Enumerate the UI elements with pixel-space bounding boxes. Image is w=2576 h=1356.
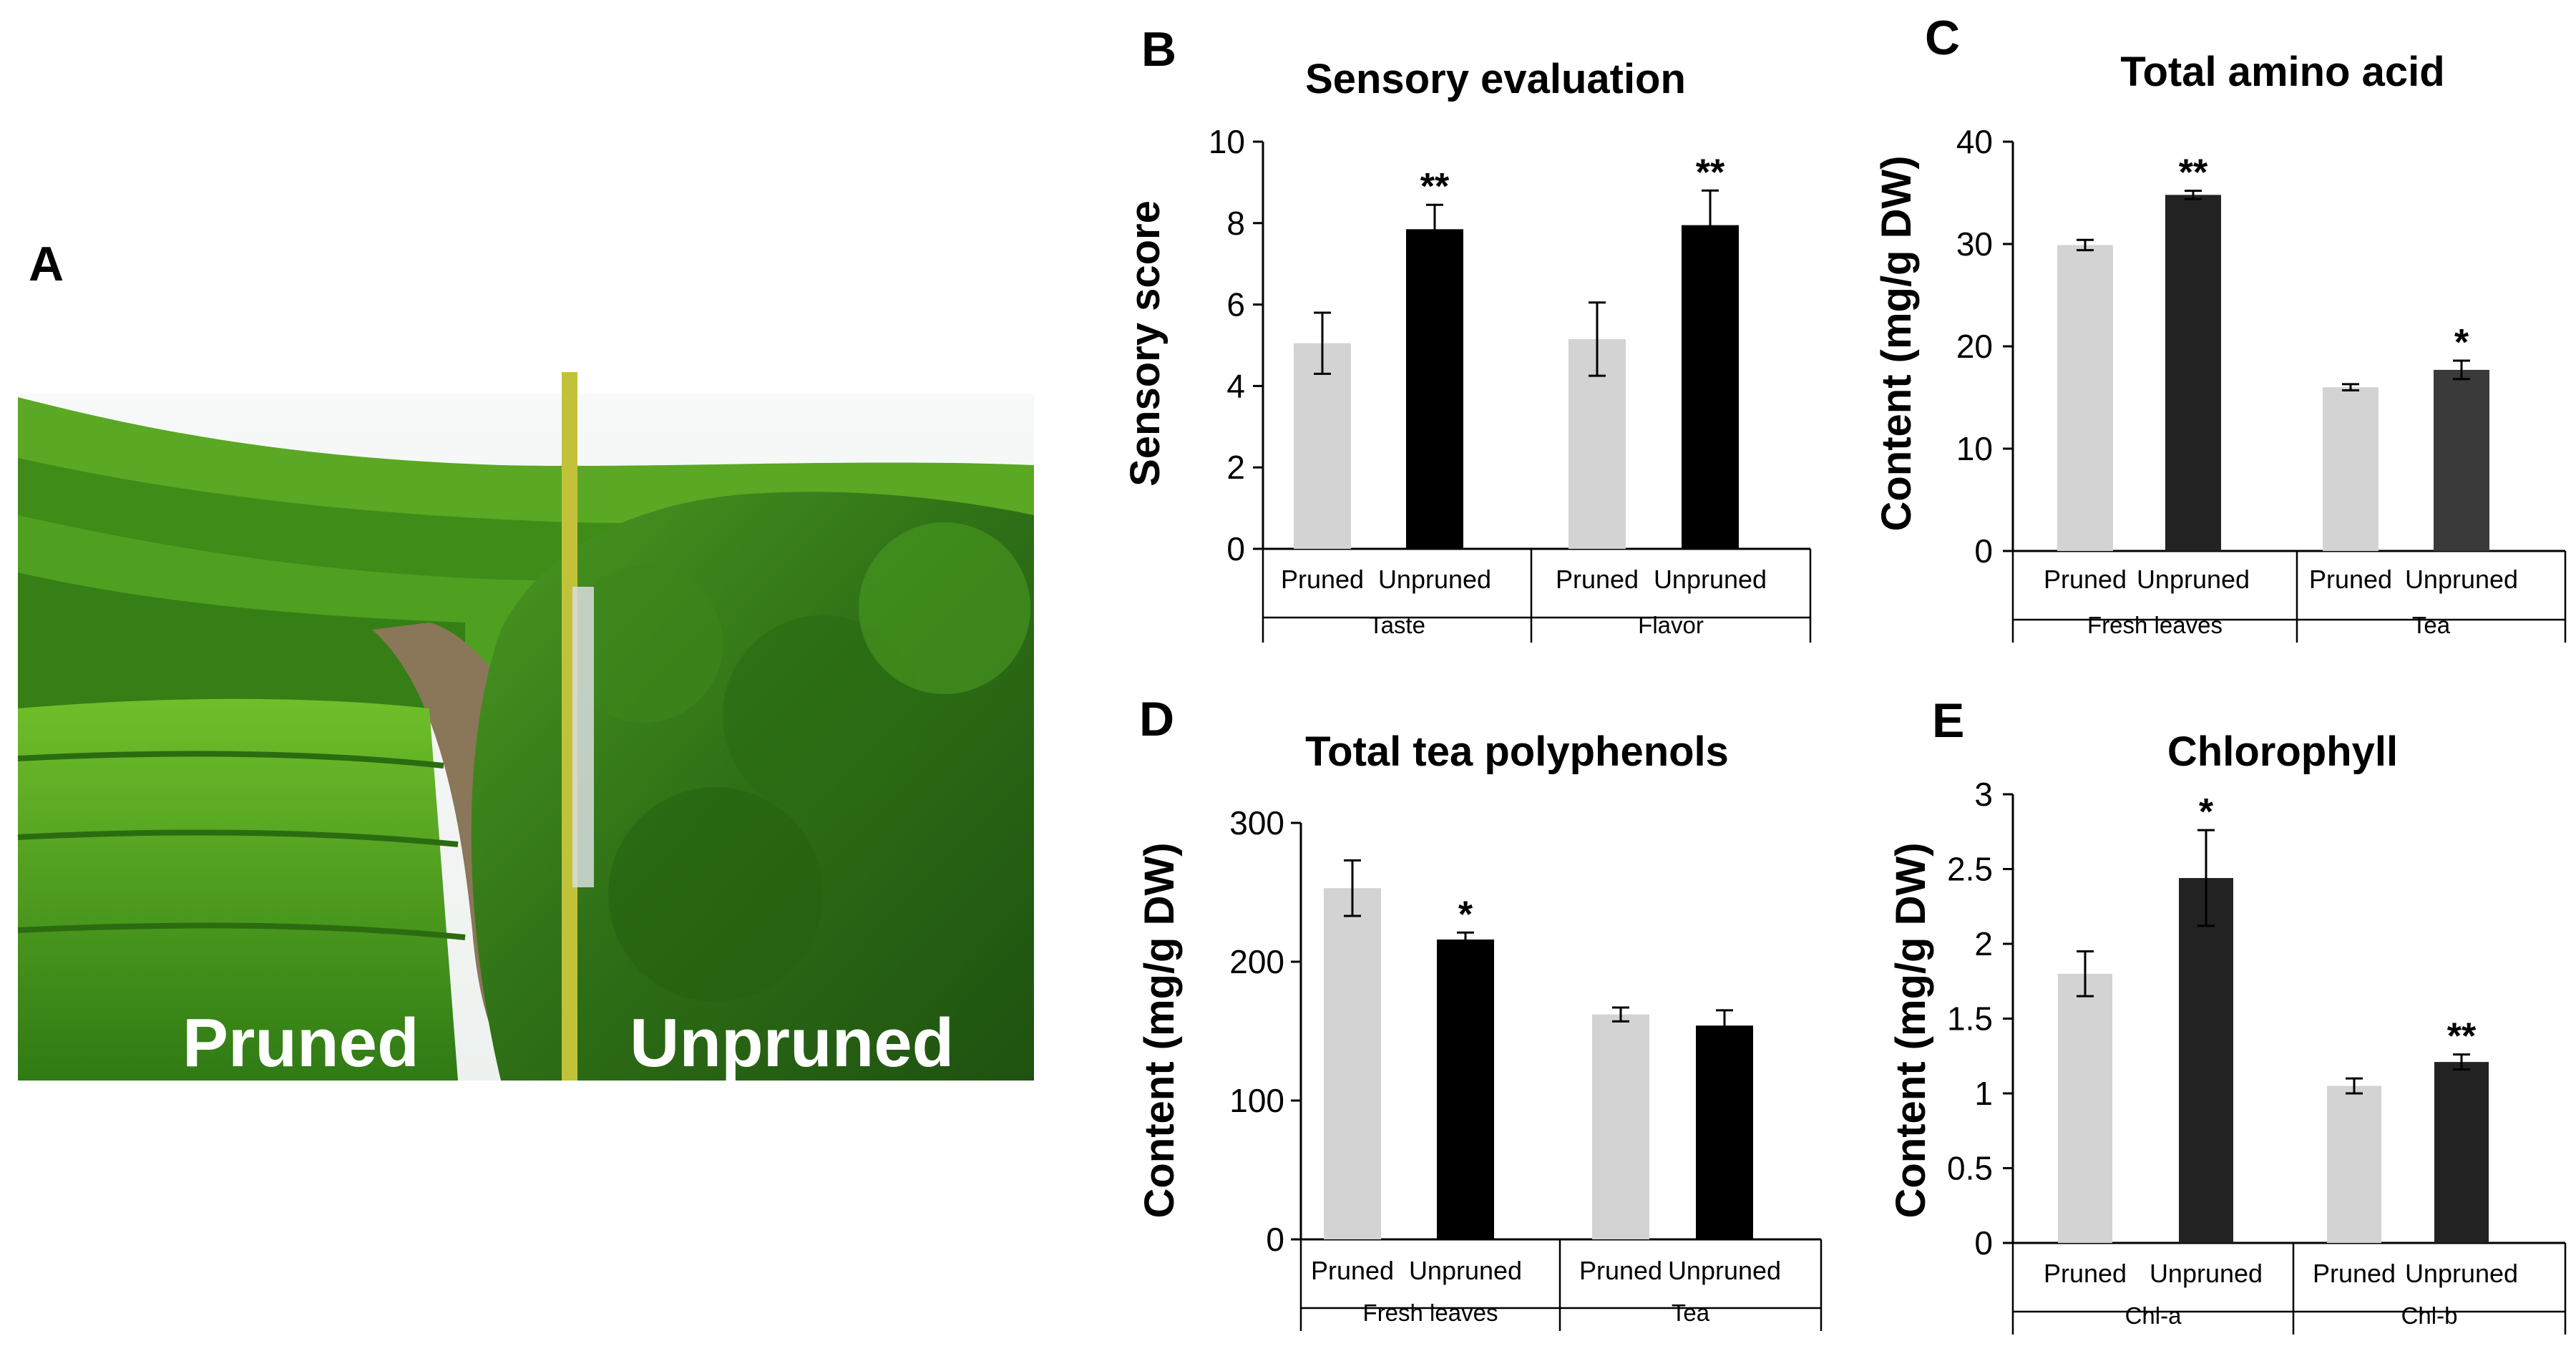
x-tick-label: Pruned bbox=[1579, 1256, 1662, 1285]
y-tick-label: 0 bbox=[1974, 1224, 1993, 1262]
y-axis-label: Content (mg/g DW) bbox=[1873, 155, 1920, 531]
y-tick-label: 0 bbox=[1266, 1221, 1284, 1258]
group-label: Taste bbox=[1369, 612, 1425, 638]
x-tick-label: Pruned bbox=[1311, 1256, 1394, 1285]
chart-d: D Total tea polyphenols Content (mg/g DW) 0… bbox=[1136, 692, 1823, 1331]
bar bbox=[1682, 225, 1739, 549]
chart-b: B Sensory evaluation Sensory score 0 2 4 6 8 10 T… bbox=[1122, 22, 1812, 643]
photo-label-unpruned: Unpruned bbox=[630, 1005, 954, 1081]
y-tick-label: 2 bbox=[1974, 925, 1993, 962]
y-tick-label: 10 bbox=[1956, 430, 1993, 467]
y-tick-label: 0 bbox=[1226, 530, 1245, 567]
panel-letter-b: B bbox=[1141, 22, 1176, 77]
group-label: Flavor bbox=[1638, 612, 1704, 638]
x-tick-label: Pruned bbox=[2313, 1259, 2396, 1288]
bar bbox=[2434, 369, 2489, 551]
bar bbox=[2165, 195, 2221, 551]
y-tick-label: 200 bbox=[1229, 943, 1284, 980]
bar bbox=[2434, 1062, 2489, 1243]
group-label: Tea bbox=[2412, 612, 2451, 638]
y-tick-label: 0.5 bbox=[1947, 1150, 1993, 1187]
chart-title: Sensory evaluation bbox=[1305, 56, 1686, 102]
y-tick-label: 8 bbox=[1226, 205, 1245, 242]
y-axis-label: Content (mg/g DW) bbox=[1136, 842, 1183, 1218]
bar bbox=[2179, 878, 2233, 1243]
y-tick-label: 100 bbox=[1229, 1082, 1284, 1119]
panel-a: A Pruned Unpruned bbox=[17, 237, 1034, 1081]
x-tick-label: Unpruned bbox=[1654, 565, 1767, 594]
bar bbox=[1406, 229, 1463, 549]
chart-title: Chlorophyll bbox=[2167, 728, 2398, 775]
chart-title: Total tea polyphenols bbox=[1305, 728, 1729, 775]
significance-marker: * bbox=[1458, 894, 1473, 935]
y-tick-label: 10 bbox=[1209, 123, 1245, 160]
x-tick-label: Unpruned bbox=[2405, 1259, 2518, 1288]
panel-letter-d: D bbox=[1139, 692, 1174, 746]
y-axis-label: Content (mg/g DW) bbox=[1888, 842, 1934, 1218]
x-tick-label: Unpruned bbox=[2405, 565, 2518, 594]
group-label: Fresh leaves bbox=[2087, 612, 2223, 638]
bar bbox=[1696, 1025, 1753, 1239]
photo-label-pruned: Pruned bbox=[182, 1005, 419, 1081]
bar bbox=[2327, 1086, 2381, 1243]
bar bbox=[2323, 387, 2379, 551]
chart-e: E Chlorophyll Content (mg/g DW) 0 0.5 1 1.5 2 2.… bbox=[1888, 693, 2567, 1335]
significance-marker: * bbox=[2454, 322, 2469, 364]
bar bbox=[1324, 888, 1381, 1239]
bar bbox=[1437, 939, 1494, 1239]
y-axis-label: Sensory score bbox=[1122, 200, 1169, 487]
significance-marker: ** bbox=[2179, 152, 2208, 194]
significance-marker: ** bbox=[1420, 166, 1450, 208]
x-tick-label: Unpruned bbox=[1668, 1256, 1781, 1285]
group-label: Fresh leaves bbox=[1363, 1299, 1498, 1326]
y-tick-label: 20 bbox=[1956, 328, 1993, 365]
group-label: Tea bbox=[1672, 1299, 1710, 1326]
y-tick-label: 3 bbox=[1974, 776, 1993, 813]
bar bbox=[2057, 245, 2113, 551]
chart-title: Total amino acid bbox=[2120, 49, 2444, 95]
x-tick-label: Unpruned bbox=[1409, 1256, 1522, 1285]
x-tick-label: Unpruned bbox=[2150, 1259, 2263, 1288]
y-tick-label: 1.5 bbox=[1947, 1000, 1993, 1038]
y-tick-label: 6 bbox=[1226, 286, 1245, 323]
panel-letter-a: A bbox=[29, 237, 64, 291]
panel-letter-c: C bbox=[1925, 11, 1960, 65]
significance-marker: * bbox=[2199, 791, 2214, 833]
significance-marker: ** bbox=[1696, 152, 1725, 193]
field-photo bbox=[17, 372, 1034, 1081]
group-label: Chl-b bbox=[2401, 1302, 2458, 1329]
x-tick-label: Pruned bbox=[1281, 565, 1364, 594]
bar bbox=[2058, 973, 2112, 1243]
x-tick-label: Unpruned bbox=[2137, 565, 2250, 594]
bar bbox=[1294, 343, 1351, 549]
x-tick-label: Pruned bbox=[2044, 1259, 2127, 1288]
y-tick-label: 4 bbox=[1226, 367, 1245, 404]
y-tick-label: 40 bbox=[1956, 123, 1993, 160]
y-tick-label: 2.5 bbox=[1947, 851, 1993, 888]
y-tick-label: 30 bbox=[1956, 225, 1993, 263]
group-label: Chl-a bbox=[2125, 1302, 2182, 1329]
x-tick-label: Pruned bbox=[2309, 565, 2392, 594]
x-tick-label: Unpruned bbox=[1378, 565, 1491, 594]
y-tick-label: 1 bbox=[1974, 1075, 1993, 1112]
y-tick-label: 2 bbox=[1226, 449, 1245, 486]
chart-c: C Total amino acid Content (mg/g DW) 0 10 20 3… bbox=[1873, 11, 2567, 643]
y-tick-label: 300 bbox=[1229, 804, 1284, 842]
significance-marker: ** bbox=[2447, 1016, 2477, 1058]
panel-letter-e: E bbox=[1932, 693, 1964, 748]
x-tick-label: Pruned bbox=[2044, 565, 2127, 594]
bar bbox=[1592, 1014, 1649, 1239]
y-tick-label: 0 bbox=[1974, 532, 1993, 570]
x-tick-label: Pruned bbox=[1556, 565, 1639, 594]
